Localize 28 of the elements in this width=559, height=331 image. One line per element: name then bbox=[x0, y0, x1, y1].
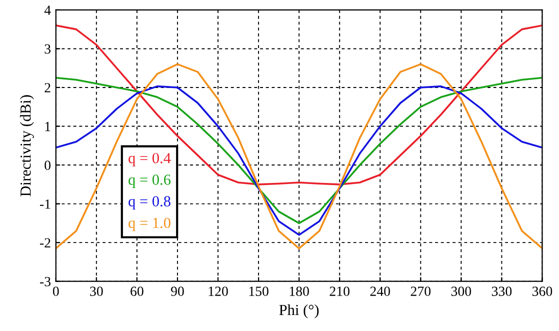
x-tick-label: 360 bbox=[532, 286, 552, 296]
x-tick-label: 0 bbox=[52, 286, 59, 296]
x-tick-label: 270 bbox=[410, 286, 431, 296]
x-tick-label: 150 bbox=[249, 286, 268, 296]
text: q = 1.0 bbox=[128, 218, 170, 232]
text: q = 0.6 bbox=[128, 174, 171, 188]
x-tick-label: 240 bbox=[370, 286, 390, 296]
x-tick-label: 210 bbox=[330, 286, 350, 296]
x-tick-label: 120 bbox=[208, 286, 228, 296]
x-tick-label: 330 bbox=[492, 286, 512, 296]
y-tick-label: 3 bbox=[44, 44, 50, 54]
x-tick-label: 30 bbox=[90, 286, 103, 296]
y-tick-label: -2 bbox=[40, 238, 50, 248]
x-tick-label: 90 bbox=[170, 286, 184, 296]
x-tick-label: 300 bbox=[451, 286, 472, 296]
y-tick-label: 0 bbox=[44, 160, 51, 170]
y-tick-label: -3 bbox=[40, 276, 50, 286]
x-tick-label: 180 bbox=[290, 286, 309, 296]
x-tick-label: 60 bbox=[130, 286, 144, 296]
y-axis-title: Directivity (dBi) bbox=[20, 95, 34, 196]
series-label: q = 0.4 bbox=[128, 152, 171, 166]
x-axis-title: Phi (°) bbox=[279, 304, 319, 318]
text: q = 0.8 bbox=[128, 196, 170, 210]
y-tick-label: 1 bbox=[45, 122, 50, 132]
line-series bbox=[56, 63, 542, 250]
y-tick-label: 4 bbox=[44, 6, 51, 15]
y-tick-label: 2 bbox=[44, 83, 50, 92]
y-tick-label: -1 bbox=[40, 199, 50, 209]
